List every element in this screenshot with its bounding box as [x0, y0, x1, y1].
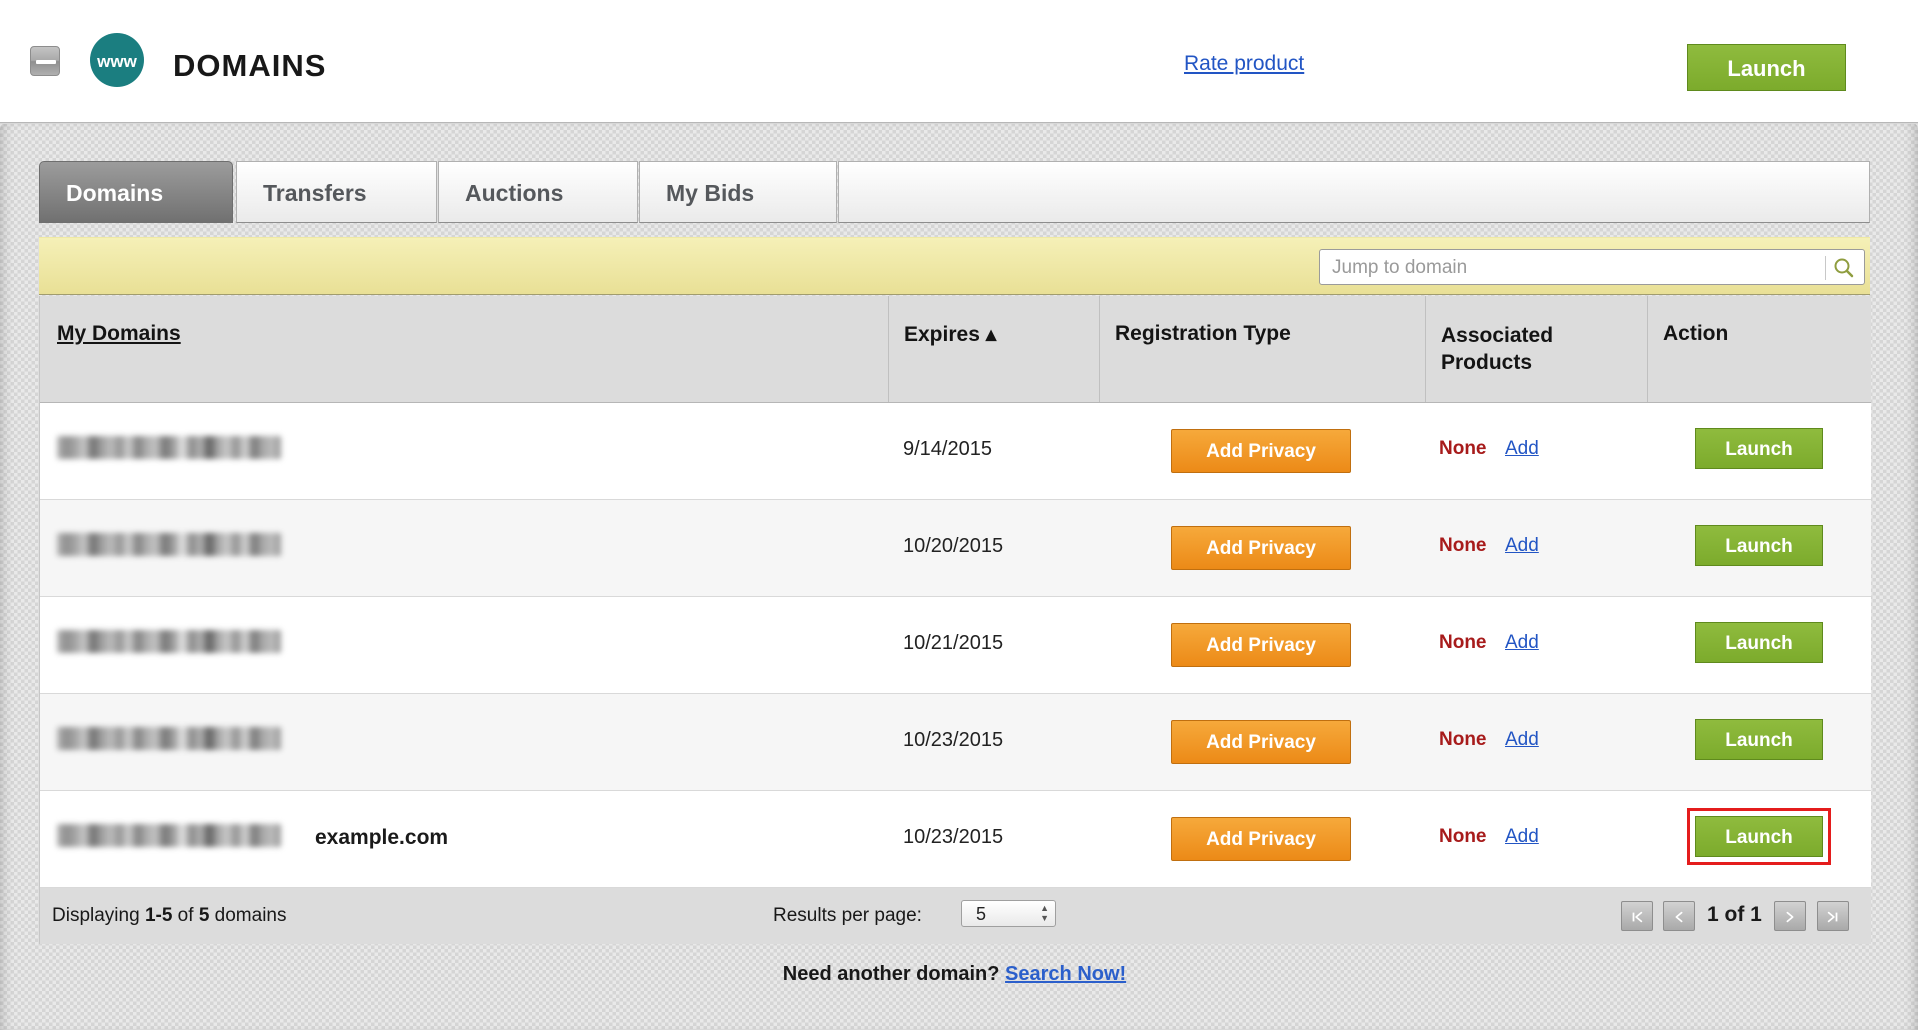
svg-text:www: www	[96, 52, 137, 71]
